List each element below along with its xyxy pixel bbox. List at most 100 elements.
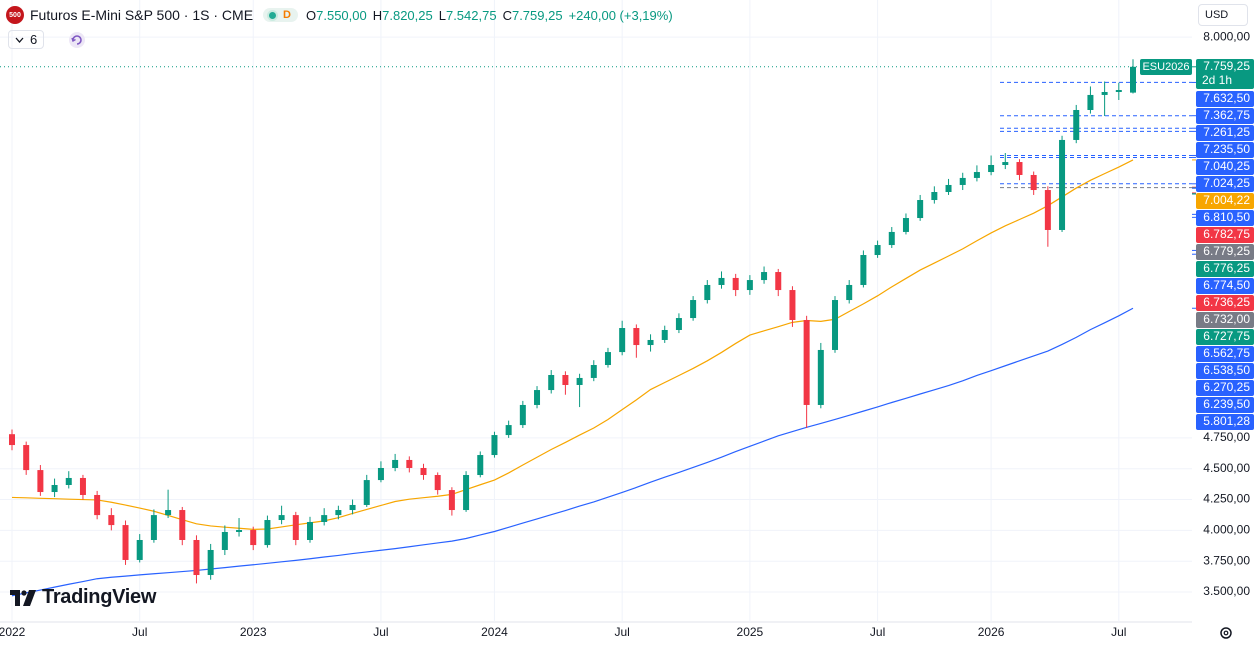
candle-body [321,515,328,522]
candle-body [1115,90,1122,92]
x-tick-label: 2022 [0,625,26,639]
x-tick-label: Jul [132,625,147,639]
chevron [15,37,24,43]
currency-select[interactable]: USD [1198,4,1248,26]
candle-body [264,520,271,546]
candle-body [675,318,682,330]
candle-body [548,375,555,391]
candle-body [150,515,157,540]
candle-body [1073,109,1080,140]
candle-body [647,339,654,346]
candle-body [874,245,881,256]
candle-body [803,320,810,405]
price-label-box [1196,278,1254,294]
symbol-badge: 500 [6,6,24,24]
y-tick-label: 3.500,00 [1203,584,1250,598]
logo-text: TradingView [42,586,157,608]
candle-body [65,477,72,485]
candle-body [306,521,313,540]
candle-body [761,272,768,281]
candle-body [704,284,711,301]
candle-body [817,349,824,405]
status-dot [267,9,279,21]
refresh-icon[interactable] [68,31,86,49]
price-label-box [1196,227,1254,243]
price-label: 7.261,25 [1203,125,1250,139]
y-tick-label: 3.750,00 [1203,553,1250,567]
ohlc-value: 7.820,25 [382,7,433,23]
price-label-box [1196,193,1254,209]
candle-body [973,172,980,178]
price-label-box [1196,159,1254,175]
price-label: 7.024,25 [1203,176,1250,190]
candle-body [775,272,782,291]
price-label-box [1196,59,1254,89]
candle-body [23,445,30,471]
candle-body [94,494,101,516]
candle-body [534,390,541,405]
candle-body [221,531,228,550]
price-label: 5.801,28 [1203,414,1250,428]
price-label: 6.727,75 [1203,329,1250,343]
candle-body [79,477,86,495]
price-label-box [1196,363,1254,379]
candle-body [122,525,129,560]
price-label: 7.235,50 [1203,142,1250,156]
candle-body [392,459,399,468]
candle-body [9,434,15,446]
status-badge: D [283,9,291,21]
candle-body [420,467,427,476]
indicators-toggle[interactable]: 6 [8,30,45,49]
y-tick-label: 8.000,00 [1203,29,1250,43]
candle-body [108,515,115,526]
brand-logo: TradingView [10,586,156,609]
candle-body [278,515,285,521]
candle-body [576,377,583,385]
candle-body [718,277,725,285]
x-tick-label: Jul [614,625,629,639]
candle-body [789,290,796,321]
y-tick-label: 4.000,00 [1203,523,1250,537]
candle-body [988,164,995,173]
price-label: 7.004,22 [1203,193,1250,207]
candle-body [349,504,356,511]
price-label-box [1196,414,1254,430]
x-tick-label: 2023 [240,625,267,639]
x-tick-label: 2024 [481,625,508,639]
countdown-label: 2d 1h [1202,73,1232,87]
symbol-title[interactable]: Futuros E-Mini S&P 500 · 1S · CME [30,7,254,23]
symbol-tag-box [1140,59,1192,75]
price-label-box [1196,312,1254,328]
candle-body [448,490,455,511]
x-tick-label: 2025 [737,625,764,639]
candle-body [1101,91,1108,95]
candle-body [846,284,853,301]
ohlc-key: O [306,7,317,23]
price-label: 6.736,25 [1203,295,1250,309]
price-label-box [1196,397,1254,413]
settings-icon[interactable] [1220,627,1232,639]
candle-body [51,484,58,493]
price-label-box [1196,329,1254,345]
market-status[interactable]: D [263,8,298,22]
candle-body [1059,139,1066,230]
ohlc-value: 7.550,00 [316,7,367,23]
candle-body [193,539,200,576]
candle-body [377,467,384,481]
candle-body [832,300,839,350]
moving-average-line [11,159,1134,530]
candle-body [562,375,569,385]
x-tick-label: Jul [1111,625,1126,639]
price-change: +240,00 (+3,19%) [568,7,673,23]
price-label-box [1196,346,1254,362]
price-label: 6.239,50 [1203,397,1250,411]
logo-mark [10,589,36,606]
candle-body [37,470,44,493]
candle-body [917,200,924,219]
indicator-row: 6 [8,30,86,49]
price-label: 6.270,25 [1203,380,1250,394]
price-label-box [1196,244,1254,260]
price-label: 6.774,50 [1203,278,1250,292]
